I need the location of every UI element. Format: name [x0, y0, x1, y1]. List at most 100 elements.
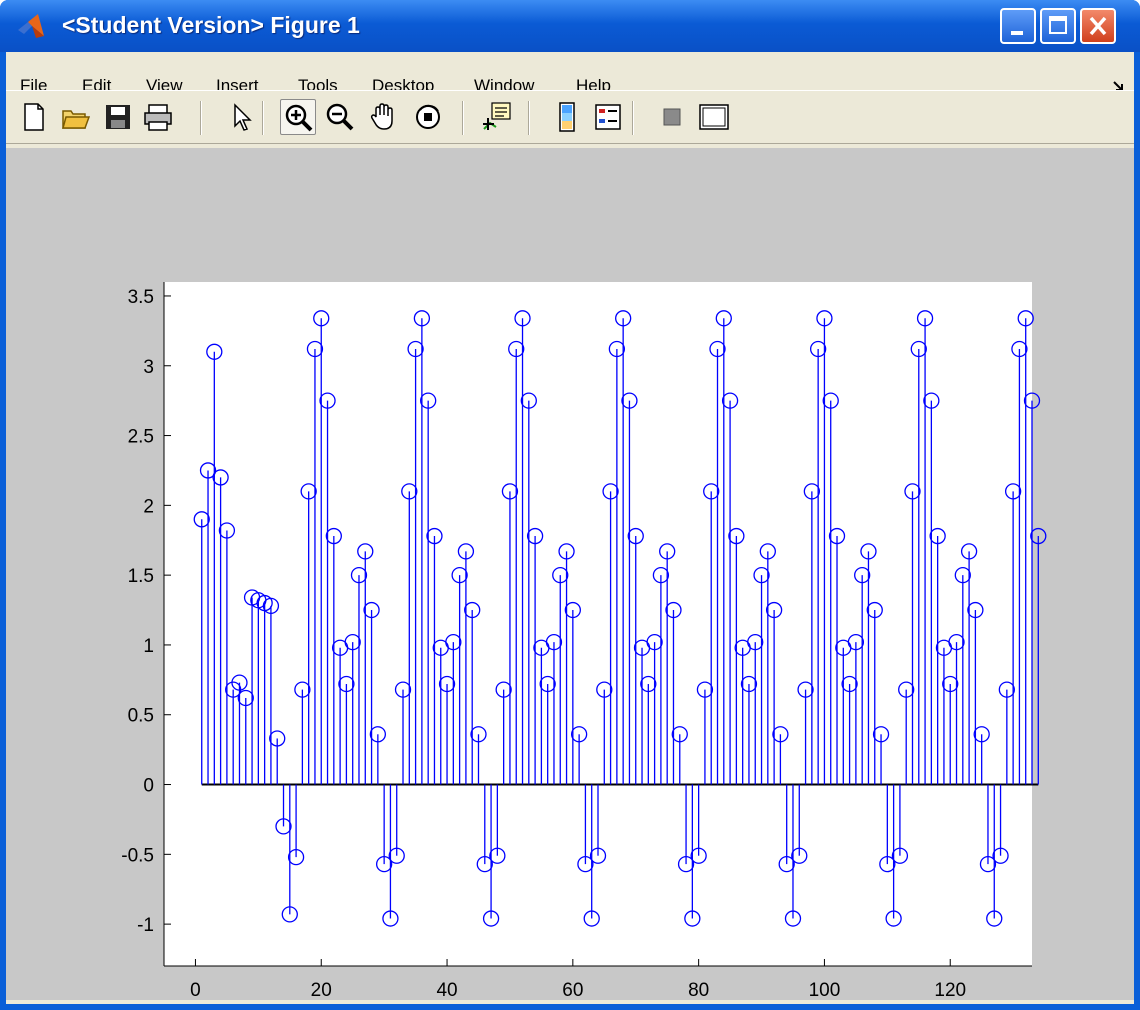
insert-legend-button[interactable] [590, 99, 626, 135]
stem-marker [665, 601, 682, 619]
stem-marker [577, 855, 594, 873]
stem-marker [570, 726, 588, 743]
stem-marker [942, 675, 959, 693]
stem-marker [338, 675, 355, 693]
stem-marker [866, 601, 883, 619]
stem-marker [287, 848, 305, 866]
toolbar-separator [528, 101, 530, 135]
maximize-button[interactable] [1040, 8, 1076, 44]
legend-icon [595, 104, 621, 130]
stem-marker [206, 343, 223, 360]
y-tick-label: 1.5 [128, 566, 154, 587]
stem-marker [420, 392, 437, 409]
zoom-in-button[interactable] [280, 99, 316, 135]
insert-colorbar-button[interactable] [550, 99, 586, 135]
pan-hand-icon [370, 103, 393, 130]
stem-marker [300, 483, 317, 500]
stem-marker [986, 910, 1003, 927]
stem-marker [583, 910, 600, 927]
stem-marker [275, 818, 292, 835]
stem-marker [828, 527, 846, 545]
stem-marker [809, 340, 827, 358]
stem-marker [627, 527, 644, 545]
stem-marker [1017, 310, 1034, 327]
show-plot-tools-button[interactable] [696, 99, 732, 135]
x-tick-label: 60 [562, 980, 583, 1000]
open-file-button[interactable] [58, 99, 94, 135]
colorbar-icon [559, 102, 575, 132]
stem-marker [1004, 483, 1022, 500]
stem-marker [552, 566, 569, 584]
minimize-button[interactable] [1000, 8, 1036, 44]
close-button[interactable] [1080, 8, 1116, 44]
stem-marker [879, 855, 896, 873]
stem-marker [564, 601, 581, 619]
stem-marker [596, 681, 613, 698]
zoom-in-icon [285, 104, 313, 132]
print-figure-button[interactable] [140, 99, 176, 135]
pan-button[interactable] [366, 99, 402, 135]
zoom-out-button[interactable] [322, 99, 358, 135]
stem-marker [860, 543, 877, 560]
stem-marker [728, 527, 745, 545]
y-tick-label: 0 [143, 776, 154, 797]
stem-marker [426, 527, 443, 545]
stem-marker [319, 392, 336, 409]
new-figure-button[interactable] [16, 99, 52, 135]
stem-marker [231, 674, 248, 691]
stem-marker [451, 566, 468, 584]
stem-marker [306, 340, 324, 358]
stem-marker [193, 511, 210, 528]
stem-marker [464, 601, 481, 619]
x-tick-label: 100 [809, 980, 841, 1000]
figure-canvas: -1 -0.5 0 0.5 1 1.5 2 2.5 3 3.5 0 20 40 60 80 100 120 [6, 148, 1134, 1000]
stem-marker [904, 483, 921, 500]
stem-marker [709, 340, 726, 358]
hide-plot-tools-button[interactable] [654, 99, 690, 135]
stem-marker [885, 910, 902, 927]
stem-marker [508, 340, 525, 358]
open-folder-icon [62, 110, 91, 129]
stem-marker [778, 855, 795, 873]
figure-toolbar [6, 90, 1134, 144]
stem-marker [841, 675, 858, 693]
new-document-icon [24, 103, 44, 131]
stem-marker [545, 633, 563, 651]
stem-marker [438, 675, 456, 693]
stem-marker [646, 633, 663, 651]
window-client-area: File Edit View Insert Tools Desktop Window Help… [6, 52, 1134, 1004]
data-cursor-button[interactable] [480, 99, 516, 135]
stem-marker [621, 392, 638, 409]
stem-marker [822, 392, 839, 409]
stem-marker [470, 726, 487, 743]
title-bar[interactable]: <Student Version> Figure 1 [0, 0, 1140, 52]
stem-marker [690, 847, 707, 864]
stem-marker [640, 675, 657, 693]
stem-marker [382, 910, 399, 927]
stem-marker [615, 310, 632, 327]
stem-marker [269, 730, 286, 747]
y-tick-label: 2.5 [128, 427, 154, 448]
stem-marker [740, 675, 758, 693]
edit-plot-button[interactable] [224, 99, 260, 135]
stem-marker [747, 633, 764, 651]
stem-marker [872, 726, 890, 743]
stem-marker [929, 527, 946, 545]
stem-marker [294, 681, 311, 698]
save-figure-button[interactable] [100, 99, 136, 135]
x-tick-label: 0 [190, 980, 201, 1000]
x-tick-label: 120 [934, 980, 966, 1000]
stem-marker [218, 522, 236, 539]
stem-marker [992, 847, 1009, 864]
stem-marker [350, 566, 368, 584]
stem-marker [703, 483, 720, 500]
stem-marker [501, 483, 519, 500]
stem-marker [659, 543, 676, 560]
stem-marker [482, 910, 500, 927]
toolbar-separator [632, 101, 634, 135]
stem-marker [401, 483, 418, 500]
stem-marker [495, 681, 512, 698]
stem-marker [948, 633, 965, 651]
rotate-3d-button[interactable] [410, 99, 446, 135]
stem-marker [847, 633, 865, 651]
